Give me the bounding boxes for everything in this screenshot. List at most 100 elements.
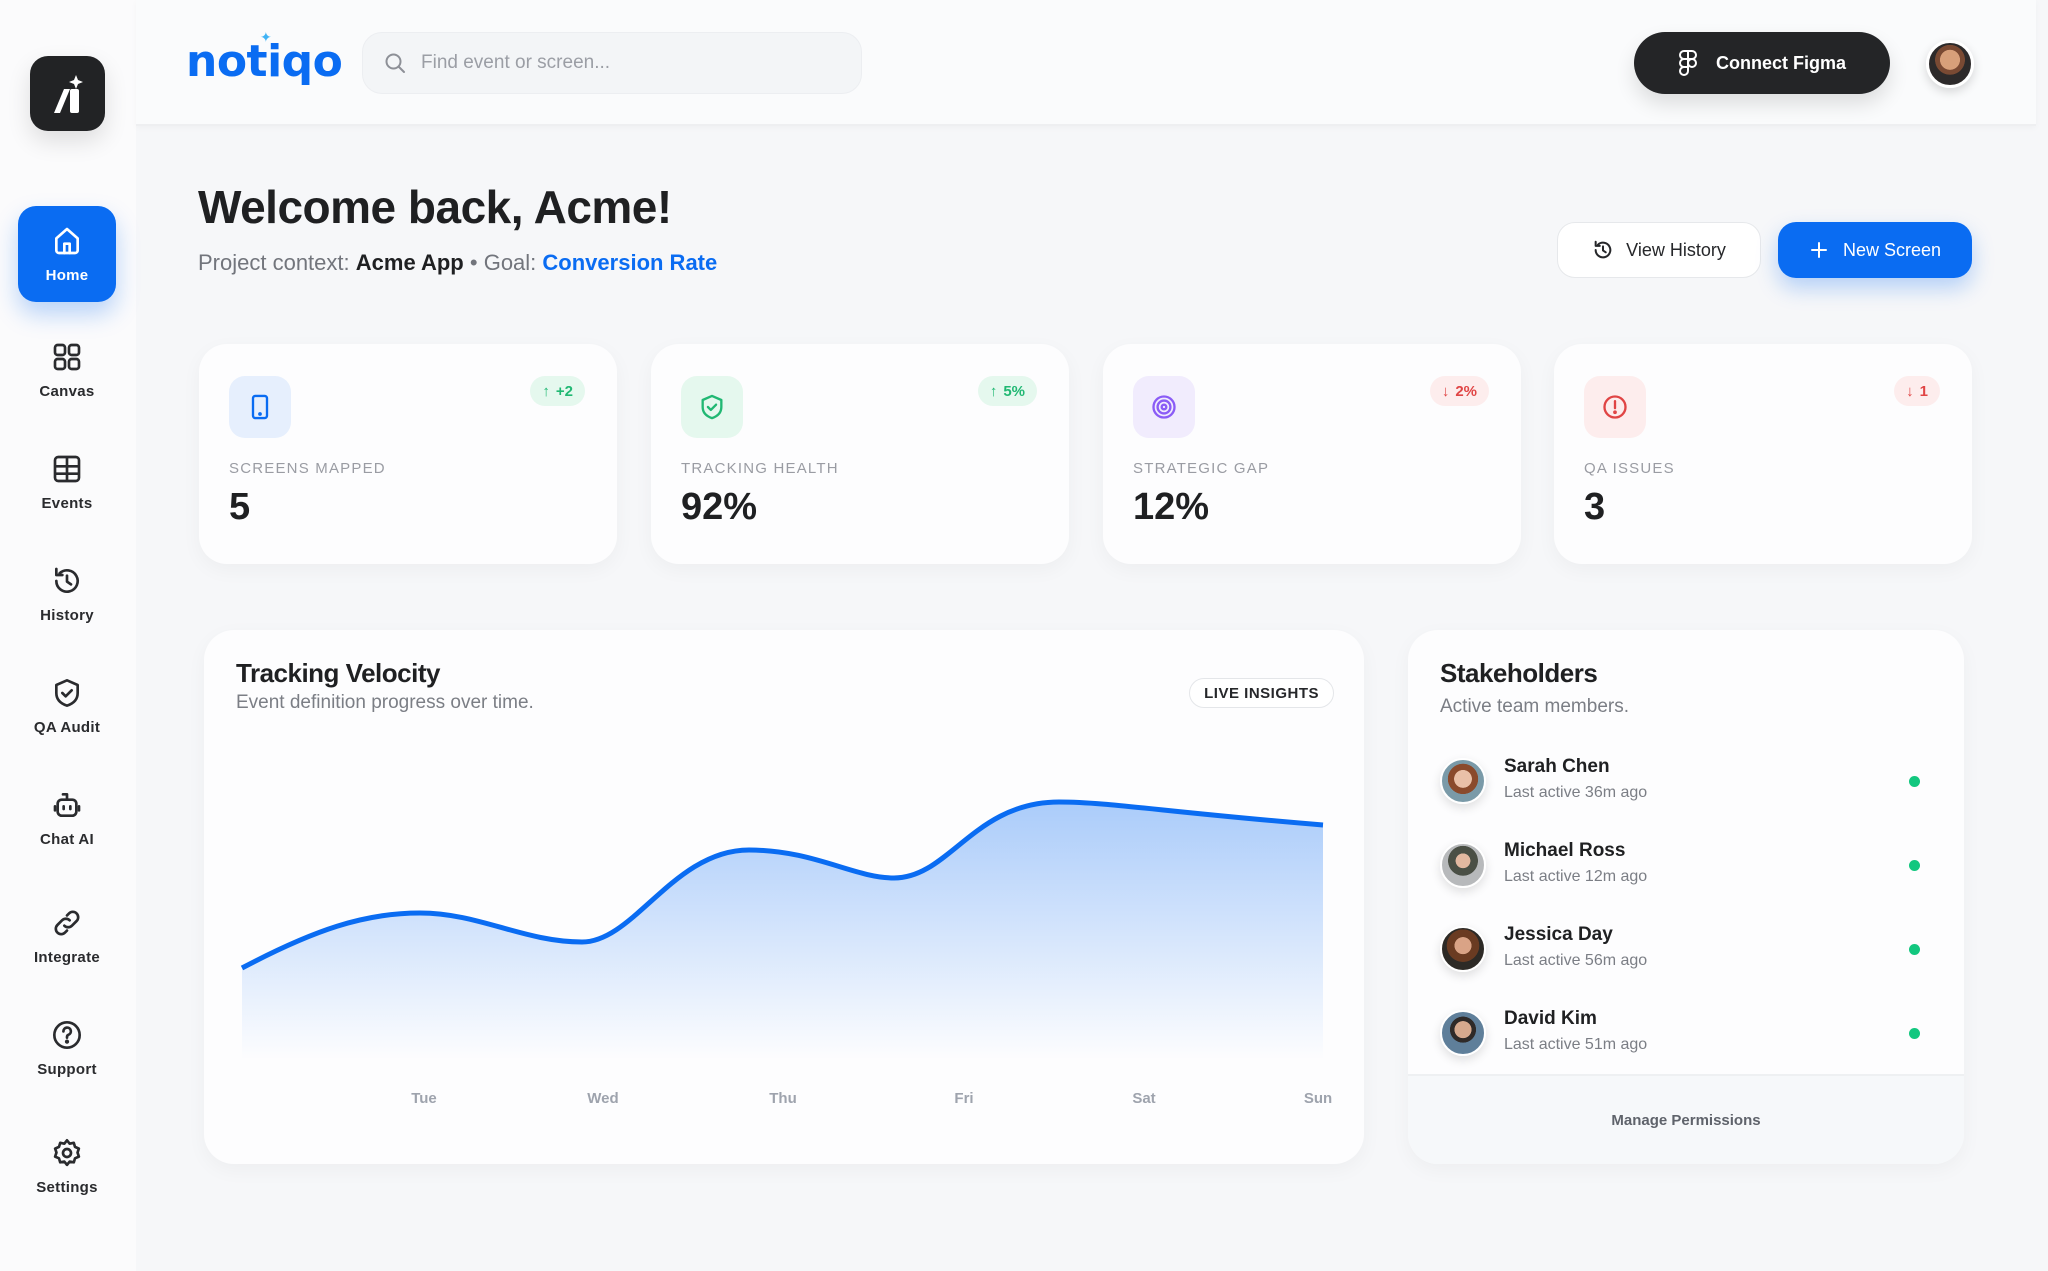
stat-icon-tile <box>229 376 291 438</box>
sidebar-item-canvas[interactable]: Canvas <box>18 322 116 418</box>
member-last-active: Last active 36m ago <box>1504 784 1648 801</box>
member-row[interactable]: David Kim Last active 51m ago <box>1440 1004 1940 1064</box>
new-screen-button[interactable]: New Screen <box>1778 222 1972 278</box>
stat-card-screens-mapped[interactable]: ↑ +2 SCREENS MAPPED 5 <box>199 344 617 564</box>
online-status-dot <box>1909 776 1920 787</box>
stat-value: 12% <box>1133 486 1210 528</box>
member-name: David Kim <box>1504 1008 1597 1029</box>
search-box[interactable] <box>362 32 862 94</box>
stat-label: SCREENS MAPPED <box>229 460 386 477</box>
avatar <box>1440 758 1486 804</box>
manage-permissions-button[interactable]: Manage Permissions <box>1408 1074 1964 1164</box>
sidebar-item-label: Chat AI <box>39 830 95 848</box>
x-tick-label: Sun <box>1303 1090 1333 1107</box>
app-logo[interactable] <box>30 56 105 131</box>
live-insights-badge[interactable]: LIVE INSIGHTS <box>1189 678 1334 708</box>
target-icon <box>1152 395 1176 419</box>
stat-icon-tile <box>681 376 743 438</box>
stat-card-strategic-gap[interactable]: ↓ 2% STRATEGIC GAP 12% <box>1103 344 1521 564</box>
stat-label: STRATEGIC GAP <box>1133 460 1270 477</box>
logo-icon <box>53 74 83 113</box>
trend-value: 2% <box>1455 382 1477 400</box>
separator: • <box>469 250 478 275</box>
member-row[interactable]: Jessica Day Last active 56m ago <box>1440 920 1940 980</box>
connect-figma-label: Connect Figma <box>1715 52 1846 73</box>
search-input[interactable] <box>421 52 821 74</box>
stakeholders-title: Stakeholders <box>1440 658 1598 688</box>
chart-title: Tracking Velocity <box>236 658 440 688</box>
area-line <box>240 799 1324 971</box>
x-tick-label: Sat <box>1132 1090 1156 1107</box>
user-avatar[interactable] <box>1926 40 1974 88</box>
arrow-down-icon: ↓ <box>1441 382 1450 400</box>
view-history-label: View History <box>1626 239 1726 260</box>
sidebar-item-label: History <box>40 606 94 624</box>
sidebar-item-label: Events <box>41 494 93 512</box>
sparkle-icon: ✦ <box>260 30 272 46</box>
stat-label: QA ISSUES <box>1584 460 1675 477</box>
member-name: Michael Ross <box>1504 840 1626 861</box>
robot-icon <box>53 792 81 817</box>
plus-icon <box>1810 242 1827 258</box>
trend-badge: ↑ 5% <box>977 376 1037 406</box>
sidebar: Home Canvas Events History QA Audit Chat… <box>0 0 136 1271</box>
chart-subtitle: Event definition progress over time. <box>236 692 534 713</box>
shield-check-icon <box>55 678 79 707</box>
sidebar-item-label: Integrate <box>33 948 101 966</box>
stat-value: 3 <box>1584 486 1606 528</box>
stat-icon-tile <box>1133 376 1195 438</box>
link-icon <box>54 910 80 935</box>
trend-value: 5% <box>1003 382 1025 400</box>
help-icon <box>53 1020 81 1049</box>
sidebar-item-integrate[interactable]: Integrate <box>18 888 116 984</box>
trend-value: +2 <box>555 382 573 400</box>
sidebar-item-support[interactable]: Support <box>18 1000 116 1096</box>
sidebar-item-label: Canvas <box>39 382 95 400</box>
connect-figma-button[interactable]: Connect Figma <box>1634 32 1890 94</box>
avatar <box>1440 926 1486 972</box>
member-row[interactable]: Sarah Chen Last active 36m ago <box>1440 752 1940 812</box>
stat-icon-tile <box>1584 376 1646 438</box>
avatar <box>1440 842 1486 888</box>
table-icon <box>53 455 81 482</box>
sidebar-item-chat-ai[interactable]: Chat AI <box>18 770 116 866</box>
goal-link[interactable]: Conversion Rate <box>542 250 718 275</box>
brand-logo[interactable]: notiqo ✦ <box>186 30 343 87</box>
sidebar-item-label: Support <box>37 1060 97 1078</box>
sidebar-item-label: Settings <box>36 1178 98 1196</box>
member-name: Jessica Day <box>1504 924 1613 945</box>
online-status-dot <box>1909 1028 1920 1039</box>
sidebar-item-history[interactable]: History <box>18 546 116 642</box>
sidebar-item-label: QA Audit <box>33 718 101 736</box>
stat-label: TRACKING HEALTH <box>681 460 839 477</box>
stat-card-qa-issues[interactable]: ↓ 1 QA ISSUES 3 <box>1554 344 1972 564</box>
grid-icon <box>53 343 81 370</box>
area-fill <box>242 802 1323 1060</box>
stat-value: 92% <box>681 486 758 528</box>
trend-badge: ↓ 1 <box>1894 376 1940 406</box>
member-last-active: Last active 51m ago <box>1504 1036 1648 1053</box>
view-history-button[interactable]: View History <box>1557 222 1761 278</box>
tracking-velocity-card: Tracking Velocity Event definition progr… <box>204 630 1364 1164</box>
avatar <box>1440 1010 1486 1056</box>
arrow-down-icon: ↓ <box>1906 382 1914 400</box>
sidebar-item-home[interactable]: Home <box>18 206 116 302</box>
arrow-up-icon: ↑ <box>989 382 998 400</box>
member-last-active: Last active 12m ago <box>1504 868 1648 885</box>
x-tick-label: Thu <box>769 1090 797 1107</box>
area-chart <box>240 799 1324 1060</box>
brand-name: notiqo <box>186 36 343 87</box>
phone-icon <box>251 394 269 420</box>
x-tick-label: Fri <box>954 1090 974 1107</box>
sidebar-item-events[interactable]: Events <box>18 434 116 530</box>
sidebar-item-settings[interactable]: Settings <box>18 1118 116 1214</box>
online-status-dot <box>1909 944 1920 955</box>
sidebar-item-qa-audit[interactable]: QA Audit <box>18 658 116 754</box>
stat-card-tracking-health[interactable]: ↑ 5% TRACKING HEALTH 92% <box>651 344 1069 564</box>
new-screen-label: New Screen <box>1842 239 1942 260</box>
member-row[interactable]: Michael Ross Last active 12m ago <box>1440 836 1940 896</box>
stakeholders-subtitle: Active team members. <box>1440 696 1629 717</box>
history-icon <box>55 567 79 593</box>
home-icon <box>55 227 79 254</box>
page-title: Welcome back, Acme! <box>198 181 672 233</box>
